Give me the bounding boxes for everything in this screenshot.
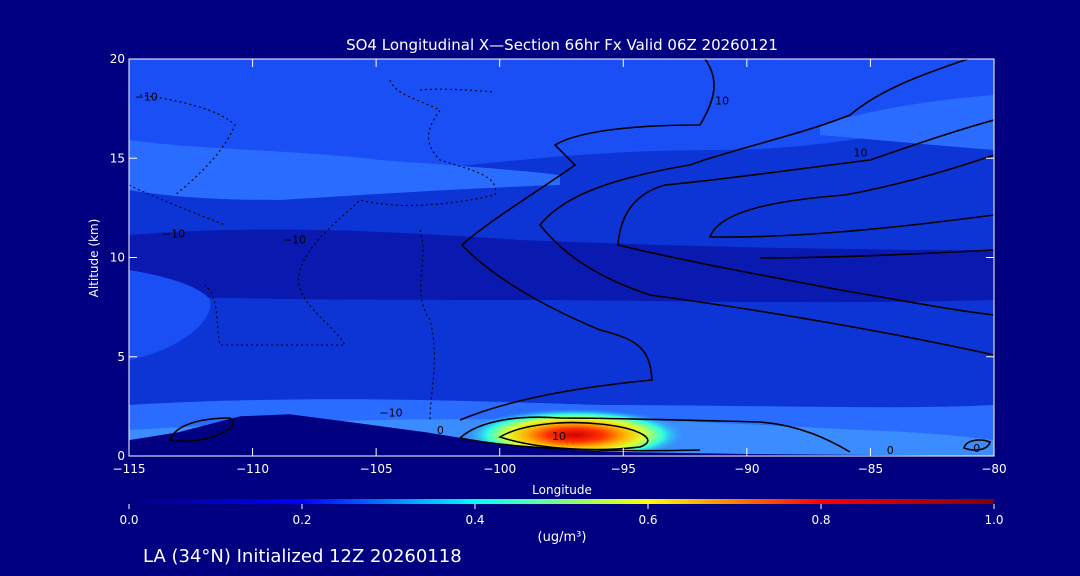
field-band-upper-right [820, 95, 994, 150]
contour-label: 0 [437, 424, 444, 437]
y-axis: 0 5 10 15 20 [110, 52, 994, 463]
contour-line-left-loop [169, 417, 234, 442]
contour-label: 0 [887, 444, 894, 457]
contour-line-dotted-2 [139, 94, 236, 196]
chart-title: SO4 Longitudinal X—Section 66hr Fx Valid… [346, 36, 778, 54]
colorbar-tick-label: 0.0 [119, 513, 138, 527]
y-axis-label: Altitude (km) [87, 219, 101, 298]
colorbar-tick-label: 0.8 [811, 513, 830, 527]
colorbar [129, 499, 994, 504]
contour-line-right-loop [963, 439, 991, 451]
contour-label: −10 [379, 406, 402, 419]
x-tick-label: −80 [981, 462, 1006, 476]
contour-line-plume-inner [498, 421, 649, 451]
x-axis: −115 −110 −105 −100 −95 −90 −85 −80 [113, 59, 1007, 476]
contour-label: −10 [283, 234, 306, 247]
y-tick-label: 10 [110, 251, 125, 265]
contour-label: −10 [135, 91, 158, 104]
contour-line-solid-2 [538, 59, 994, 356]
contour-line-dotted-5 [419, 88, 496, 93]
x-tick-label: −85 [858, 462, 883, 476]
contour-label: −10 [162, 228, 185, 241]
x-tick-label: −115 [113, 462, 146, 476]
field-band-high [129, 59, 994, 174]
colorbar-ticks: 0.0 0.2 0.4 0.6 0.8 1.0 [119, 504, 1004, 527]
x-tick-label: −90 [734, 462, 759, 476]
colorbar-unit: (ug/m³) [538, 530, 587, 545]
colorbar-tick-label: 0.4 [465, 513, 484, 527]
colorbar-tick-label: 0.2 [292, 513, 311, 527]
contour-line-solid-1 [459, 59, 715, 421]
x-tick-label: −105 [360, 462, 393, 476]
footer-title: LA (34°N) Initialized 12Z 20260118 [143, 546, 462, 567]
contour-line-solid-3 [617, 119, 994, 316]
field-band-mid-high [129, 140, 560, 200]
contour-label: 0 [973, 442, 980, 455]
y-tick-label: 20 [110, 52, 125, 66]
colorbar-tick-label: 0.6 [638, 513, 657, 527]
y-tick-label: 0 [117, 449, 125, 463]
contour-line-solid-4 [708, 154, 994, 238]
x-tick-label: −100 [483, 462, 516, 476]
field-band-left-pocket [129, 270, 211, 360]
plot-area: −10 −10 −10 −10 0 10 10 10 0 0 [129, 59, 994, 457]
contour-label: 10 [854, 146, 868, 159]
contour-line-solid-5 [759, 249, 994, 259]
field-band-low [129, 229, 994, 303]
terrain [129, 414, 994, 456]
y-tick-label: 5 [117, 350, 125, 364]
x-tick-label: −110 [236, 462, 269, 476]
y-tick-label: 15 [110, 151, 125, 165]
contour-line-dotted-3 [129, 184, 226, 226]
contour-lines [169, 59, 994, 453]
so4-plume [465, 409, 685, 456]
contour-label: 10 [715, 95, 729, 108]
contour-label: 10 [552, 430, 566, 443]
x-tick-label: −95 [611, 462, 636, 476]
contour-labels: −10 −10 −10 −10 0 10 10 10 0 0 [135, 91, 981, 457]
contour-lines-dotted [129, 79, 497, 421]
colorbar-tick-label: 1.0 [984, 513, 1003, 527]
x-axis-label: Longitude [532, 483, 592, 497]
